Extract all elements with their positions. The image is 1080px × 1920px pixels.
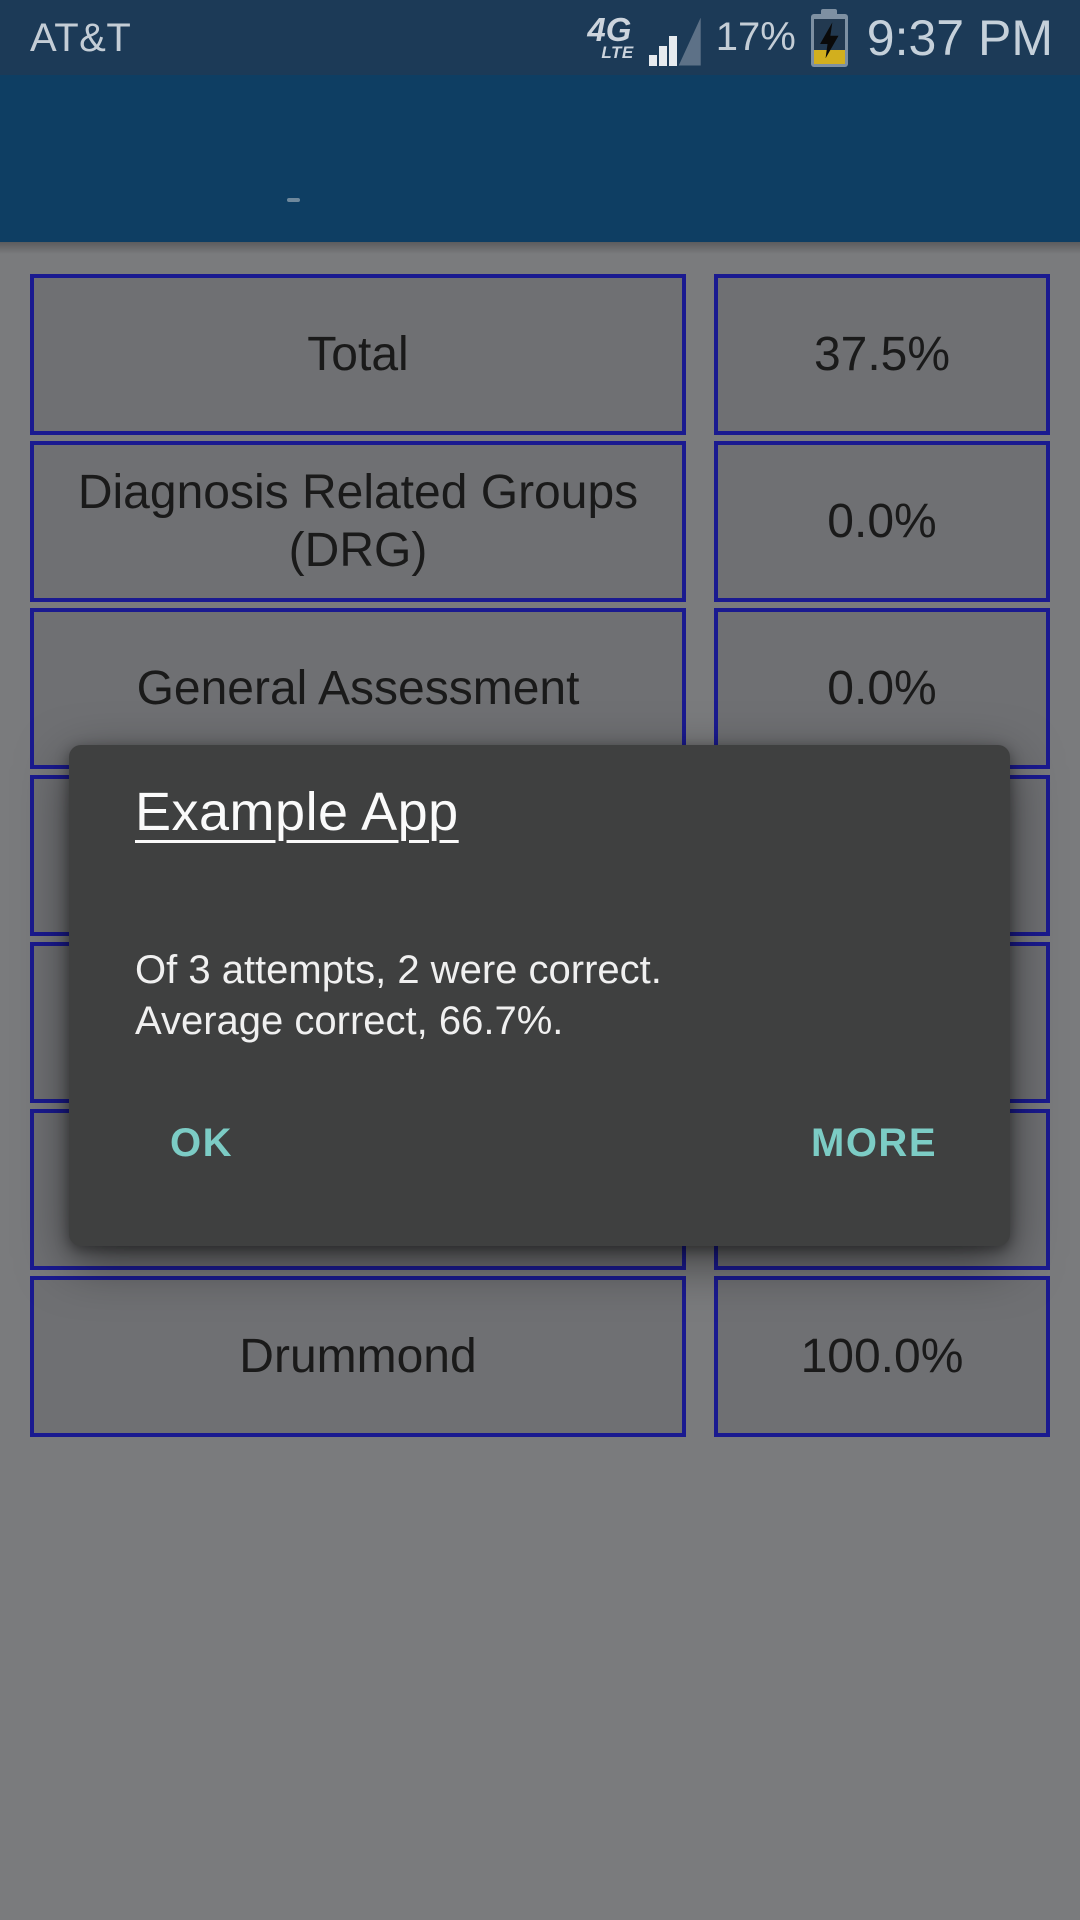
alert-dialog: Example App Of 3 attempts, 2 were correc… (69, 745, 1010, 1246)
battery-percent-label: 17% (715, 15, 796, 59)
carrier-label: AT&T (30, 16, 132, 60)
network-4g-label: 4G (587, 11, 632, 48)
table-row-label-cell[interactable]: General Assessment (30, 608, 686, 769)
signal-strength-icon (648, 17, 701, 66)
table-row-label-cell[interactable]: Total (30, 274, 686, 435)
network-lte-label: LTE (601, 42, 634, 62)
table-row-value-cell[interactable]: 37.5% (714, 274, 1050, 435)
dialog-message: Of 3 attempts, 2 were correct. Average c… (135, 948, 662, 1043)
table-row-value-cell[interactable]: 100.0% (714, 1276, 1050, 1437)
header-dash (287, 198, 300, 202)
network-type-icon: 4G LTE (587, 11, 634, 62)
status-bar: AT&T 4G LTE 17% 9:37 PM (0, 0, 1080, 75)
ok-button[interactable]: OK (170, 1121, 233, 1165)
dialog-title: Example App (135, 782, 459, 842)
app-header (0, 75, 1080, 242)
more-button[interactable]: MORE (811, 1121, 937, 1165)
table-row-value-cell[interactable]: 0.0% (714, 441, 1050, 602)
battery-charging-icon (810, 8, 848, 67)
table-row-label-cell[interactable]: Diagnosis Related Groups (DRG) (30, 441, 686, 602)
clock-label: 9:37 PM (866, 9, 1053, 66)
status-bar-right-group: 4G LTE 17% 9:37 PM (587, 8, 1053, 67)
table-row-label-cell[interactable]: Drummond (30, 1276, 686, 1437)
